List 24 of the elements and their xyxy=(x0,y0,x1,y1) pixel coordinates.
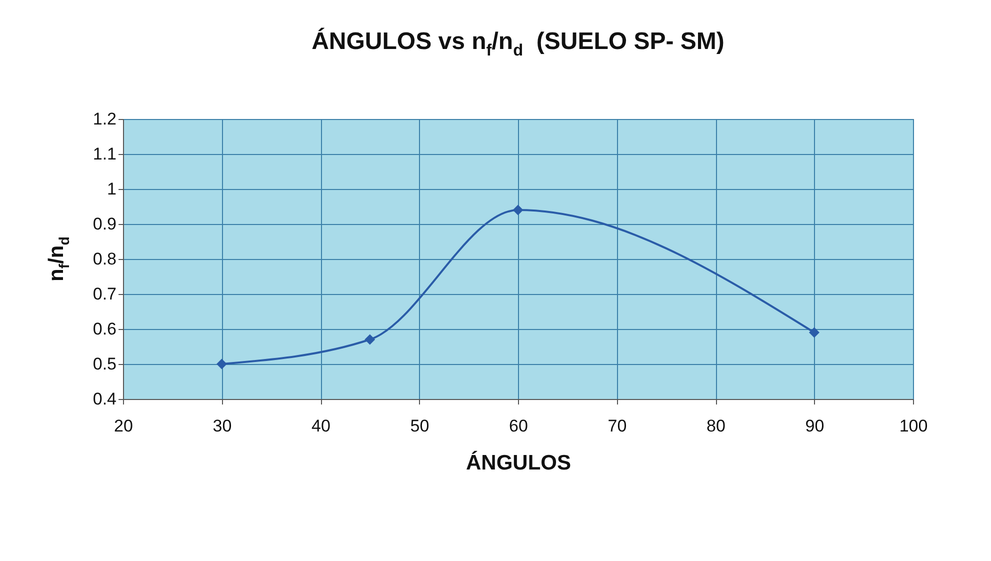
x-axis-title: ÁNGULOS xyxy=(466,450,571,474)
point xyxy=(809,327,820,338)
y-tick-label: 0.6 xyxy=(92,320,116,338)
y-tick-label: 0.5 xyxy=(92,354,116,374)
x-tick-label: 90 xyxy=(805,416,824,436)
point xyxy=(216,358,227,370)
y-tick-label: 1 xyxy=(107,180,116,198)
y-tick-label: 0.8 xyxy=(92,250,116,268)
point xyxy=(364,334,376,345)
x-tick-label: 80 xyxy=(706,416,726,436)
y-tick-label: 0.7 xyxy=(92,284,116,304)
x-tick-label: 20 xyxy=(114,416,133,436)
x-tick-label: 60 xyxy=(509,416,528,436)
x-tick-label: 30 xyxy=(212,416,232,436)
y-axis-title: nf/nd xyxy=(45,236,73,282)
y-tick-label: 0.9 xyxy=(92,214,116,234)
x-tick-label: 70 xyxy=(608,416,627,436)
point xyxy=(512,204,524,216)
x-tick-label: 100 xyxy=(899,416,928,436)
y-tick-label: 1.2 xyxy=(92,110,116,128)
x-tick-label: 40 xyxy=(312,416,330,436)
y-tick-label: 0.4 xyxy=(92,390,116,408)
y-tick-label: 1.1 xyxy=(92,144,116,164)
x-tick-label: 50 xyxy=(410,416,430,436)
